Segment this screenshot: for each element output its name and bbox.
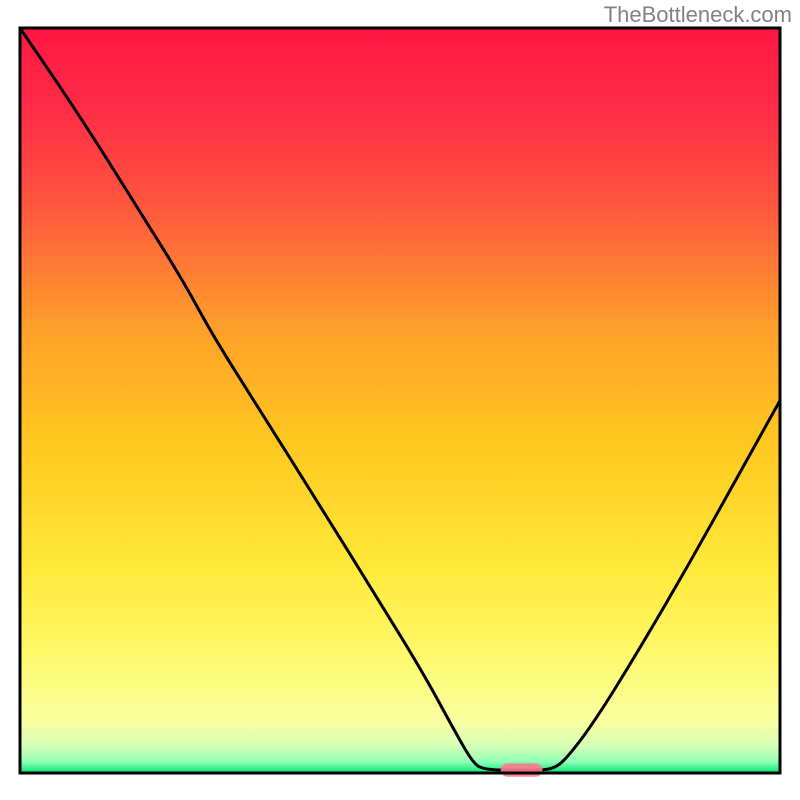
chart-container: TheBottleneck.com [0,0,800,800]
chart-background [20,28,780,773]
bottleneck-chart [0,0,800,800]
optimal-marker [501,763,543,776]
